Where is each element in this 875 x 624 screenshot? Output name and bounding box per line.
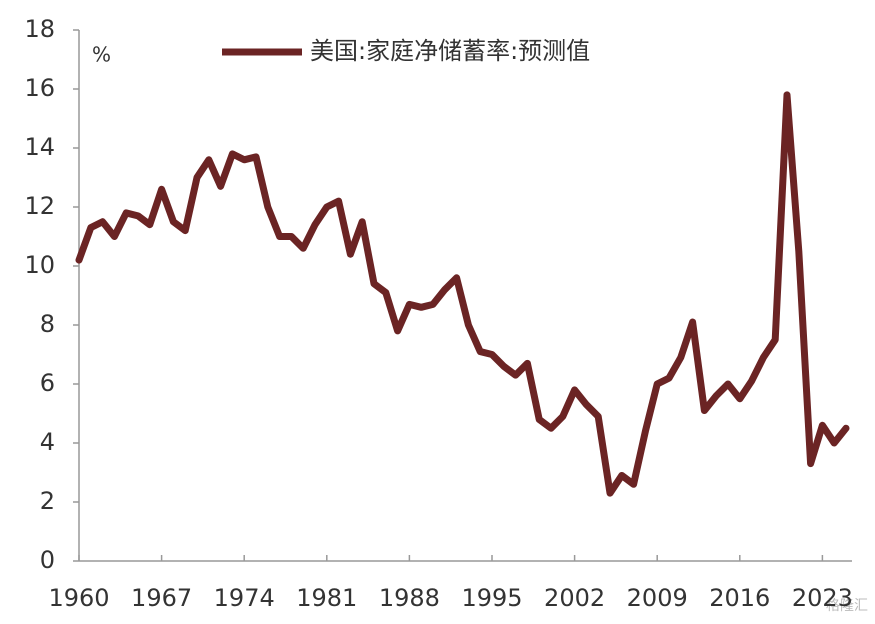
- y-unit-label: %: [92, 43, 111, 67]
- legend-label: 美国:家庭净储蓄率:预测值: [310, 37, 590, 65]
- y-tick-label: 4: [40, 428, 55, 456]
- y-tick-label: 16: [24, 74, 55, 102]
- y-tick-label: 8: [40, 310, 55, 338]
- x-tick-label: 1995: [461, 584, 522, 612]
- y-tick-label: 10: [24, 251, 55, 279]
- y-tick-label: 18: [24, 15, 55, 43]
- x-tick-label: 1988: [379, 584, 440, 612]
- x-tick-label: 2016: [709, 584, 770, 612]
- y-tick-label: 0: [40, 546, 55, 574]
- x-tick-label: 2023: [792, 584, 853, 612]
- x-tick-label: 1981: [296, 584, 357, 612]
- watermark: 格隆汇: [826, 598, 868, 614]
- y-tick-label: 2: [40, 487, 55, 515]
- y-tick-label: 14: [24, 133, 55, 161]
- y-tick-label: 6: [40, 369, 55, 397]
- x-tick-label: 1974: [214, 584, 275, 612]
- x-tick-label: 2009: [627, 584, 688, 612]
- y-tick-label: 12: [24, 192, 55, 220]
- data-line: [75, 91, 850, 497]
- x-tick-label: 1967: [131, 584, 192, 612]
- x-tick-label: 2002: [544, 584, 605, 612]
- x-tick-label: 1960: [48, 584, 109, 612]
